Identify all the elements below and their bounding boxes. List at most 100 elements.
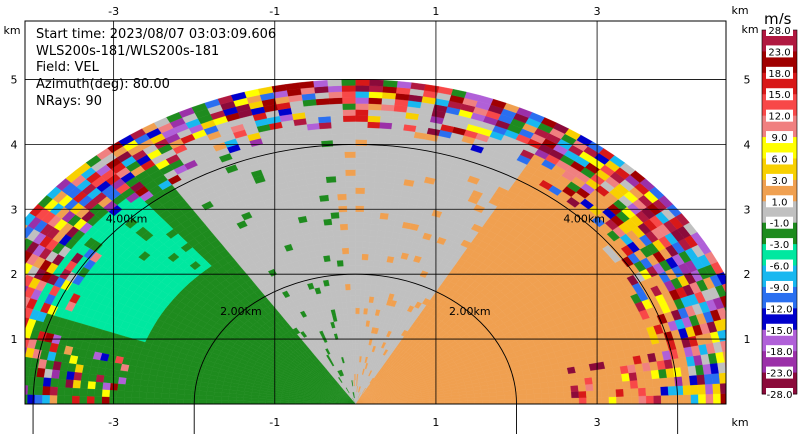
velocity-gate: [133, 372, 143, 380]
velocity-gate: [370, 278, 378, 286]
velocity-gate: [344, 151, 356, 158]
velocity-gate: [369, 290, 376, 298]
velocity-gate: [533, 393, 542, 400]
velocity-gate: [132, 378, 142, 386]
velocity-gate: [689, 374, 698, 386]
velocity-gate: [355, 229, 364, 236]
velocity-gate: [481, 396, 490, 401]
velocity-gate: [658, 368, 668, 379]
velocity-gate: [198, 395, 207, 400]
velocity-gate: [102, 382, 111, 391]
velocity-gate: [191, 399, 199, 404]
velocity-gate: [355, 253, 363, 260]
velocity-gate: [25, 306, 27, 310]
velocity-gate: [243, 397, 252, 402]
velocity-gate: [64, 387, 73, 397]
velocity-gate: [324, 170, 336, 177]
velocity-gate: [374, 176, 386, 183]
velocity-gate: [131, 397, 140, 404]
velocity-gate: [608, 389, 617, 398]
velocity-gate: [42, 386, 51, 396]
velocity-gate: [368, 247, 376, 255]
velocity-gate: [569, 378, 579, 386]
velocity-gate: [8, 355, 17, 366]
velocity-gate: [12, 394, 20, 404]
velocity-gate: [125, 377, 134, 386]
velocity-gate: [355, 331, 359, 339]
velocity-gate: [326, 181, 337, 189]
velocity-gate: [372, 193, 383, 201]
velocity-gate: [49, 386, 58, 396]
velocity-gate: [376, 158, 388, 166]
axis-unit-label: km: [731, 4, 748, 17]
velocity-gate: [56, 387, 66, 396]
velocity-gate: [365, 283, 372, 291]
range-ring-label: 4.00km: [106, 213, 148, 226]
colorbar-label: 23.0: [768, 47, 790, 58]
velocity-gate: [328, 248, 337, 256]
velocity-gate: [721, 283, 726, 294]
velocity-gate: [358, 313, 364, 321]
velocity-gate: [346, 205, 356, 212]
velocity-gate: [331, 223, 341, 231]
velocity-gate: [368, 85, 384, 93]
velocity-gate: [385, 164, 398, 173]
velocity-gate: [350, 295, 356, 303]
velocity-gate: [355, 199, 365, 206]
velocity-gate: [5, 291, 17, 303]
velocity-gate: [608, 396, 617, 404]
azimuth-label: Azimuth(deg): 80.00: [36, 77, 170, 92]
velocity-gate: [577, 384, 587, 392]
velocity-gate: [526, 398, 535, 404]
start-time-label: Start time: 2023/08/07 03:03:09.606: [36, 27, 277, 42]
velocity-gate: [12, 294, 23, 306]
velocity-gate: [34, 385, 43, 396]
velocity-gate: [749, 370, 758, 382]
velocity-gate: [683, 394, 692, 404]
velocity-gate: [57, 378, 67, 388]
velocity-gate: [719, 382, 726, 394]
colorbar-label: 28.0: [768, 26, 790, 37]
velocity-gate: [741, 371, 750, 383]
velocity-gate: [732, 361, 741, 373]
velocity-gate: [503, 390, 512, 396]
velocity-gate: [362, 223, 372, 231]
velocity-gate: [584, 377, 593, 385]
velocity-gate: [361, 259, 368, 267]
velocity-gate: [568, 372, 578, 380]
velocity-gate: [265, 398, 274, 402]
velocity-gate: [331, 266, 339, 274]
velocity-gate: [586, 397, 595, 404]
velocity-gate: [170, 377, 180, 385]
velocity-gate: [364, 181, 375, 189]
velocity-gate: [578, 397, 587, 404]
velocity-gate: [0, 331, 1, 343]
velocity-gate: [25, 237, 27, 241]
velocity-gate: [623, 388, 632, 397]
velocity-gate: [176, 398, 185, 404]
velocity-gate: [355, 223, 364, 230]
velocity-gate: [10, 345, 20, 356]
velocity-gate: [355, 265, 362, 272]
velocity-gate: [548, 392, 557, 399]
velocity-gate: [0, 299, 5, 311]
velocity-gate: [651, 378, 661, 388]
velocity-gate: [555, 386, 564, 393]
velocity-gate: [355, 319, 360, 327]
velocity-gate: [258, 398, 267, 402]
velocity-gate: [726, 372, 735, 383]
velocity-gate: [138, 397, 147, 404]
velocity-gate: [324, 164, 336, 172]
velocity-gate: [140, 373, 150, 381]
colorbar-label: -18.0: [767, 347, 793, 358]
nrays-label: NRays: 90: [36, 94, 102, 109]
velocity-gate: [94, 396, 102, 404]
velocity-gate: [474, 400, 483, 404]
velocity-gate: [343, 133, 356, 140]
velocity-gate: [11, 315, 22, 326]
velocity-gate: [101, 396, 110, 404]
velocity-gate: [370, 217, 380, 225]
velocity-gate: [335, 253, 344, 261]
velocity-gate: [330, 115, 344, 123]
velocity-gate: [0, 287, 3, 299]
